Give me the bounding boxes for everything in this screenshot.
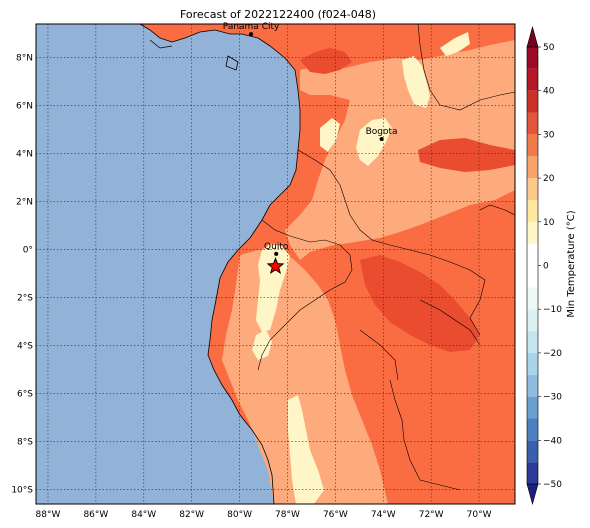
colorbar-segment [527,221,538,244]
city-label: Quito [264,242,289,252]
colorbar-tick-label: 50 [543,43,555,53]
latitude-tick-label: 2°S [17,294,33,304]
colorbar-segment [527,90,538,113]
longitude-tick-label: 74°W [371,510,396,520]
city-marker: Bogota [366,127,398,141]
map-title: Forecast of 2022122400 (f024-048) [180,8,376,21]
colorbar-extension-high [526,25,539,48]
latitude-tick-label: 10°S [11,486,33,496]
land-temp-10-15-region [288,395,324,504]
land-temp-25-30-region [418,138,515,172]
land-temp-25-30-region [300,48,352,74]
latitude-tick-label: 2°N [16,198,33,208]
colorbar-segment [527,287,538,310]
colorbar-tick-label: 0 [543,262,549,272]
colorbar: 50 40 30 20 10 0 −10 −20 −30 −40 −50 [526,25,562,506]
country-borders [257,24,515,491]
colorbar-tick-label: −20 [543,349,562,359]
longitude-tick-label: 78°W [275,510,300,520]
coastlines [139,24,301,504]
colorbar-segment [527,156,538,179]
latitude-tick-label: 8°N [16,54,33,64]
longitude-tick-label: 72°W [419,510,444,520]
star-marker-icon [266,257,285,275]
latitude-tick-label: 0° [23,246,33,256]
land-temp-10-15-region [256,244,290,332]
colorbar-label: Min Temperature (°C) [566,210,577,317]
land-temp-25-30-region [360,255,480,352]
latitude-tick-label: 6°S [17,390,33,400]
longitude-tick-label: 84°W [131,510,156,520]
city-dot-icon [274,251,279,256]
city-label: Panama City [223,22,280,32]
longitude-tick-label: 88°W [36,510,61,520]
latitude-tick-label: 4°N [16,150,33,160]
city-marker: Quito [264,242,289,256]
longitude-tick-label: 86°W [83,510,108,520]
land-temp-15-20-region [285,40,515,260]
latitude-tick-label: 8°S [17,438,33,448]
colorbar-segment [527,374,538,397]
latitude-tick-labels: 8°N 6°N 4°N 2°N 0° 2°S 4°S 6°S 8°S 10°S [11,54,33,496]
colorbar-segment [527,309,538,332]
colorbar-tick-label: 30 [543,130,555,140]
colorbar-segment [527,462,538,484]
land-temp-10-15-region [252,330,272,360]
colorbar-segment [527,47,538,69]
land-temp-10-15-region [402,56,430,108]
longitude-tick-label: 76°W [323,510,348,520]
land-temp-10-15-region [320,118,340,152]
map-frame [35,23,516,505]
colorbar-segment [527,265,538,288]
colorbar-segment [527,134,538,157]
colorbar-tick-label: 10 [543,218,555,228]
colorbar-segment [527,396,538,419]
colorbar-segment [527,331,538,353]
colorbar-tick-label: 40 [543,87,555,97]
colorbar-segment [527,352,538,375]
longitude-tick-label: 80°W [227,510,252,520]
star-icon [266,257,285,275]
colorbar-segment [527,199,538,222]
city-markers: Panama City Bogota Quito [223,22,398,256]
city-marker: Panama City [223,22,280,37]
colorbar-tick-label: 20 [543,174,555,184]
longitude-tick-label: 70°W [467,510,492,520]
colorbar-segment [527,68,538,91]
colorbar-segment [527,440,538,463]
city-dot-icon [379,136,384,141]
colorbar-extension-low [526,483,539,506]
city-label: Bogota [366,127,398,137]
colorbar-tick-label: −50 [543,480,562,490]
colorbar-segment [527,243,538,266]
colorbar-tick-label: −10 [543,305,562,315]
land-temp-10-15-region [440,32,470,56]
graticule [36,24,515,504]
colorbar-tick-label: −30 [543,393,562,403]
colorbar-segment [527,178,538,200]
map-plot-area [36,24,515,504]
longitude-tick-label: 82°W [179,510,204,520]
latitude-tick-label: 4°S [17,342,33,352]
colorbar-tick-label: −40 [543,436,562,446]
latitude-tick-label: 6°N [16,102,33,112]
colorbar-segment [527,418,538,441]
longitude-tick-labels: 88°W 86°W 84°W 82°W 80°W 78°W 76°W 74°W 72°W 70°W [36,510,492,520]
colorbar-segment [527,112,538,135]
city-dot-icon [249,32,254,37]
